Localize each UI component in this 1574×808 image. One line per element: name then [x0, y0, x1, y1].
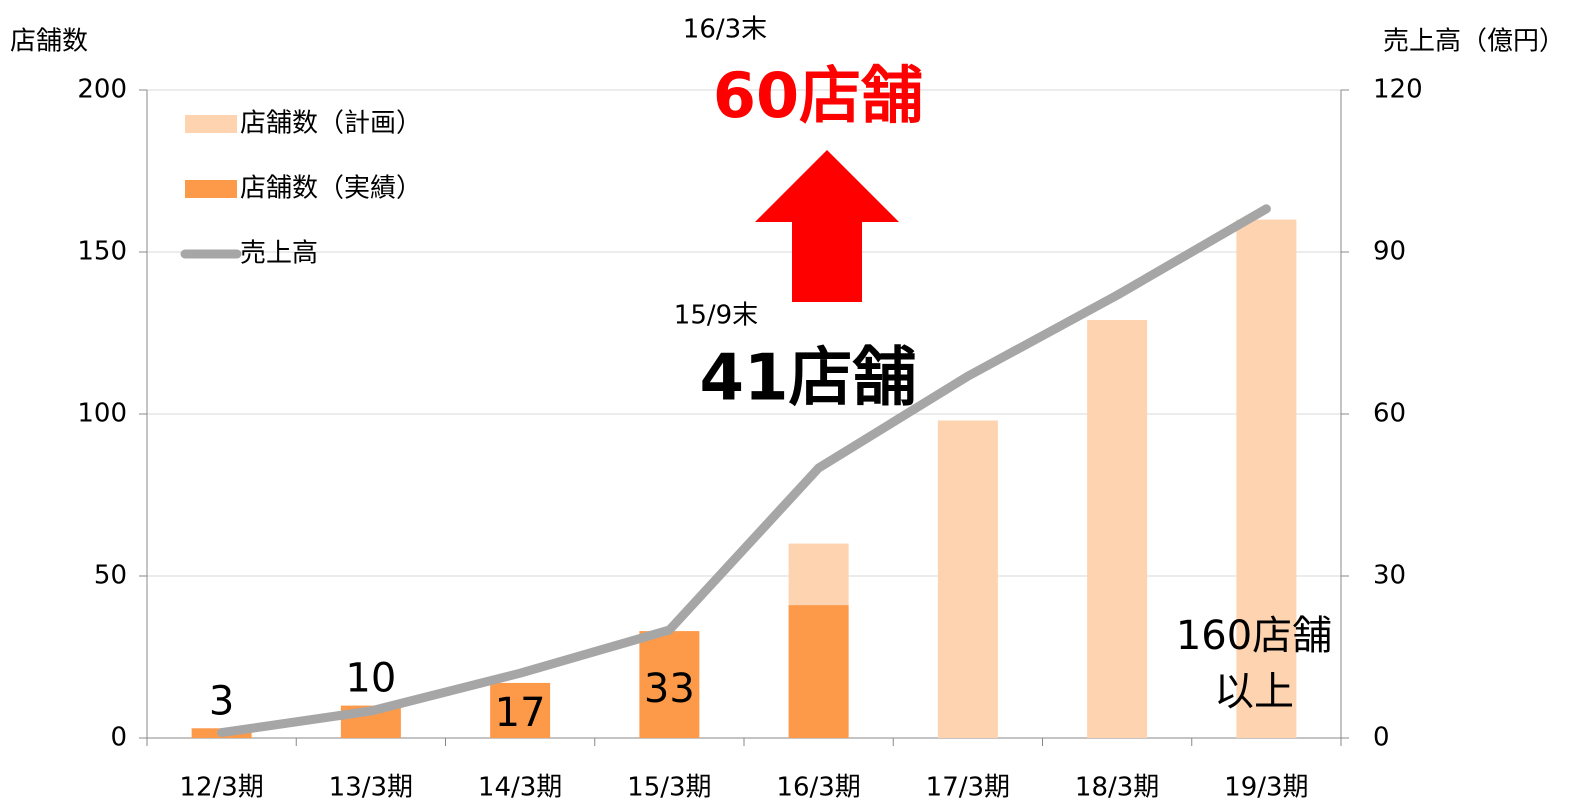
bar: [1236, 219, 1297, 739]
data-label: 33: [644, 666, 695, 712]
bar: [788, 605, 849, 738]
legend-swatch: [185, 180, 237, 198]
line: [217, 204, 1271, 738]
y2-axis-label: 売上高（億円）: [1383, 27, 1565, 57]
y-tick-label: 200: [77, 75, 127, 105]
annotation: 15/9末: [674, 301, 758, 331]
y-tick-label: 50: [94, 561, 127, 591]
annotation: 41店舗: [699, 342, 916, 416]
x-tick-label: 18/3期: [1075, 773, 1159, 803]
x-tick-label: 12/3期: [179, 773, 263, 803]
y2-tick-label: 120: [1373, 75, 1423, 105]
x-tick-label: 14/3期: [478, 773, 562, 803]
y-tick-label: 150: [77, 237, 127, 267]
y-tick-label: 100: [77, 399, 127, 429]
annotation: 以上: [1214, 669, 1294, 715]
legend-label: 売上高: [240, 239, 318, 269]
y-axis-label: 店舗数: [10, 27, 88, 57]
y2-tick-label: 0: [1373, 723, 1390, 753]
data-label: 10: [345, 656, 396, 702]
up-arrow: [755, 150, 899, 302]
y-tick-label: 0: [110, 723, 127, 753]
data-label: 3: [209, 678, 234, 724]
bar: [1087, 320, 1148, 738]
annotation: 60店舗: [713, 59, 923, 132]
y2-tick-label: 90: [1373, 237, 1406, 267]
x-tick-label: 16/3期: [776, 773, 860, 803]
x-tick-label: 17/3期: [926, 773, 1010, 803]
data-label: 17: [495, 690, 546, 736]
annotation: 16/3末: [683, 15, 767, 45]
x-tick-label: 13/3期: [329, 773, 413, 803]
y2-tick-label: 30: [1373, 561, 1406, 591]
x-tick-label: 19/3期: [1224, 773, 1308, 803]
bar: [639, 631, 700, 738]
y2-tick-label: 60: [1373, 399, 1406, 429]
annotation: 160店舗: [1176, 613, 1332, 659]
legend-label: 店舗数（計画）: [240, 109, 422, 139]
bar: [490, 682, 551, 738]
legend-swatch: [185, 115, 237, 133]
legend-label: 店舗数（実績）: [240, 174, 422, 204]
bar: [937, 420, 998, 738]
x-tick-label: 15/3期: [627, 773, 711, 803]
